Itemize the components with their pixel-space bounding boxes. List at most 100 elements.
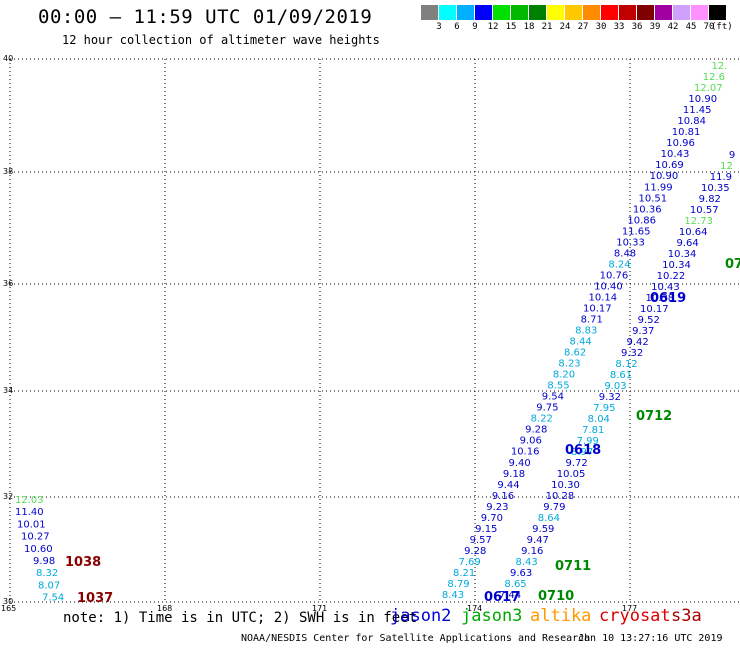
lat-tick-label: 40 (3, 54, 13, 63)
wave-height-value: 9.64 (676, 238, 698, 249)
wave-height-value: 9.03 (604, 381, 626, 392)
wave-height-value: 9.63 (510, 568, 532, 579)
wave-height-value: 9.75 (536, 403, 558, 414)
wave-height-value: 12.6 (703, 72, 725, 83)
lat-tick-label: 38 (3, 167, 13, 176)
generation-timestamp: Jan 10 13:27:16 UTC 2019 (578, 633, 723, 644)
wave-height-value: 9.16 (521, 546, 543, 557)
wave-height-value: 8.62 (564, 348, 586, 359)
wave-height-value: 10.84 (677, 116, 706, 127)
wave-height-value: 10.28 (546, 491, 575, 502)
wave-height-value: 8.65 (504, 579, 526, 590)
wave-height-value: 9.28 (525, 425, 547, 436)
lon-tick-label: 177 (622, 604, 637, 613)
wave-height-value: 9.57 (470, 535, 492, 546)
wave-height-value: 8.22 (531, 414, 553, 425)
wave-height-value: 9.82 (699, 194, 721, 205)
wave-height-value: 12.03 (15, 495, 44, 506)
time-tags: 1038 1037 0617 0618 0619 0710 0711 0712 07 (65, 257, 740, 606)
wave-height-value: 10.40 (594, 281, 623, 292)
legend-unit: (ft) (711, 22, 733, 32)
wave-height-value: 10.22 (657, 271, 686, 282)
wave-height-value: 10.34 (662, 260, 691, 271)
wave-height-value: 8.55 (547, 381, 569, 392)
credit-line: NOAA/NESDIS Center for Satellite Applica… (241, 633, 591, 644)
wave-height-value: 8.61 (610, 370, 632, 381)
legend-label: 70 (703, 22, 715, 32)
lon-tick-label: 165 (1, 604, 16, 613)
wave-height-value: 8.24 (608, 259, 630, 270)
wave-height-value: 8.44 (570, 337, 592, 348)
wave-height-value: 10.33 (616, 237, 645, 248)
legend-swatch (421, 5, 438, 20)
pass-time-tag: 0617 (484, 590, 520, 605)
wave-height-value: 9.70 (481, 513, 503, 524)
wave-height-value: 10.96 (666, 138, 695, 149)
wave-height-value: 9.32 (621, 348, 643, 359)
legend-label: 15 (505, 22, 517, 32)
wave-height-value: 9.42 (627, 337, 649, 348)
wave-height-value: 10.16 (511, 447, 540, 458)
wave-height-value: 10.60 (24, 544, 53, 555)
wave-height-value: 8.04 (588, 414, 610, 425)
wave-height-value: 8.43 (442, 590, 464, 601)
wave-height-value: 9.79 (543, 502, 565, 513)
legend-swatch (583, 5, 600, 20)
legend-label: 18 (523, 22, 535, 32)
legend-label: 6 (454, 22, 460, 32)
wave-height-value: 10.05 (557, 469, 586, 480)
legend-label: 24 (559, 22, 571, 32)
pass-time-tag: 1037 (77, 591, 113, 606)
wave-height-value: 8.48 (614, 248, 636, 259)
wave-height-value: 10.27 (21, 532, 50, 543)
legend-swatch (475, 5, 492, 20)
wave-height-value: 8.97 (571, 447, 593, 458)
wave-height-value: 9.59 (532, 524, 554, 535)
wave-height-value: 10.01 (17, 519, 46, 530)
wave-height-value: 7.54 (42, 593, 64, 604)
legend-label: 3 (436, 22, 442, 32)
satellite-name: altika (530, 606, 592, 626)
wave-height-value: 10.35 (701, 183, 730, 194)
wave-height-value: 8.07 (38, 580, 60, 591)
wave-height-value: 10.86 (627, 215, 656, 226)
wave-height-value: 10.43 (661, 149, 690, 160)
wave-height-value: 7.44 (499, 590, 521, 601)
wave-height-value: 7.95 (593, 403, 615, 414)
wave-height-value: 10.43 (651, 282, 680, 293)
pass-time-tag: 1038 (65, 555, 101, 570)
wave-height-value: 9.18 (503, 469, 525, 480)
lat-tick-label: 32 (3, 492, 13, 501)
map-title: 00:00 – 11:59 UTC 01/09/2019 (38, 6, 373, 28)
wave-height-value: 7.99 (577, 436, 599, 447)
wave-height-value: 9.47 (527, 535, 549, 546)
wave-height-value: 10.57 (690, 205, 719, 216)
legend-swatch (439, 5, 456, 20)
footnote: note: 1) Time is in UTC; 2) SWH is in fe… (63, 610, 418, 626)
wave-height-value: 10.51 (638, 193, 667, 204)
map-subtitle: 12 hour collection of altimeter wave hei… (62, 33, 380, 47)
pass-time-tag: 0712 (636, 409, 672, 424)
wave-height-value: 10.38 (646, 293, 675, 304)
pass-time-tag: 0711 (555, 559, 591, 574)
legend-swatch (511, 5, 528, 20)
wave-height-value: 10.14 (589, 292, 618, 303)
lon-tick-label: 174 (467, 604, 482, 613)
legend-label: 12 (487, 22, 499, 32)
wave-height-value: 9.54 (542, 392, 564, 403)
legend-swatch (493, 5, 510, 20)
wave-height-value: 9.23 (486, 502, 508, 513)
wave-height-value: 7.69 (459, 557, 481, 568)
lon-tick-label: 171 (312, 604, 327, 613)
wave-height-value: 11.40 (15, 507, 44, 518)
satellite-name: jason3 (461, 606, 523, 626)
wave-height-value: 9.06 (520, 436, 542, 447)
wave-height-value: 9 (729, 150, 735, 161)
wave-height-value: 8.20 (553, 370, 575, 381)
wave-height-value: 8.32 (36, 568, 58, 579)
legend-label: 30 (595, 22, 607, 32)
map-grid (9, 58, 740, 603)
legend-label: 45 (685, 22, 697, 32)
